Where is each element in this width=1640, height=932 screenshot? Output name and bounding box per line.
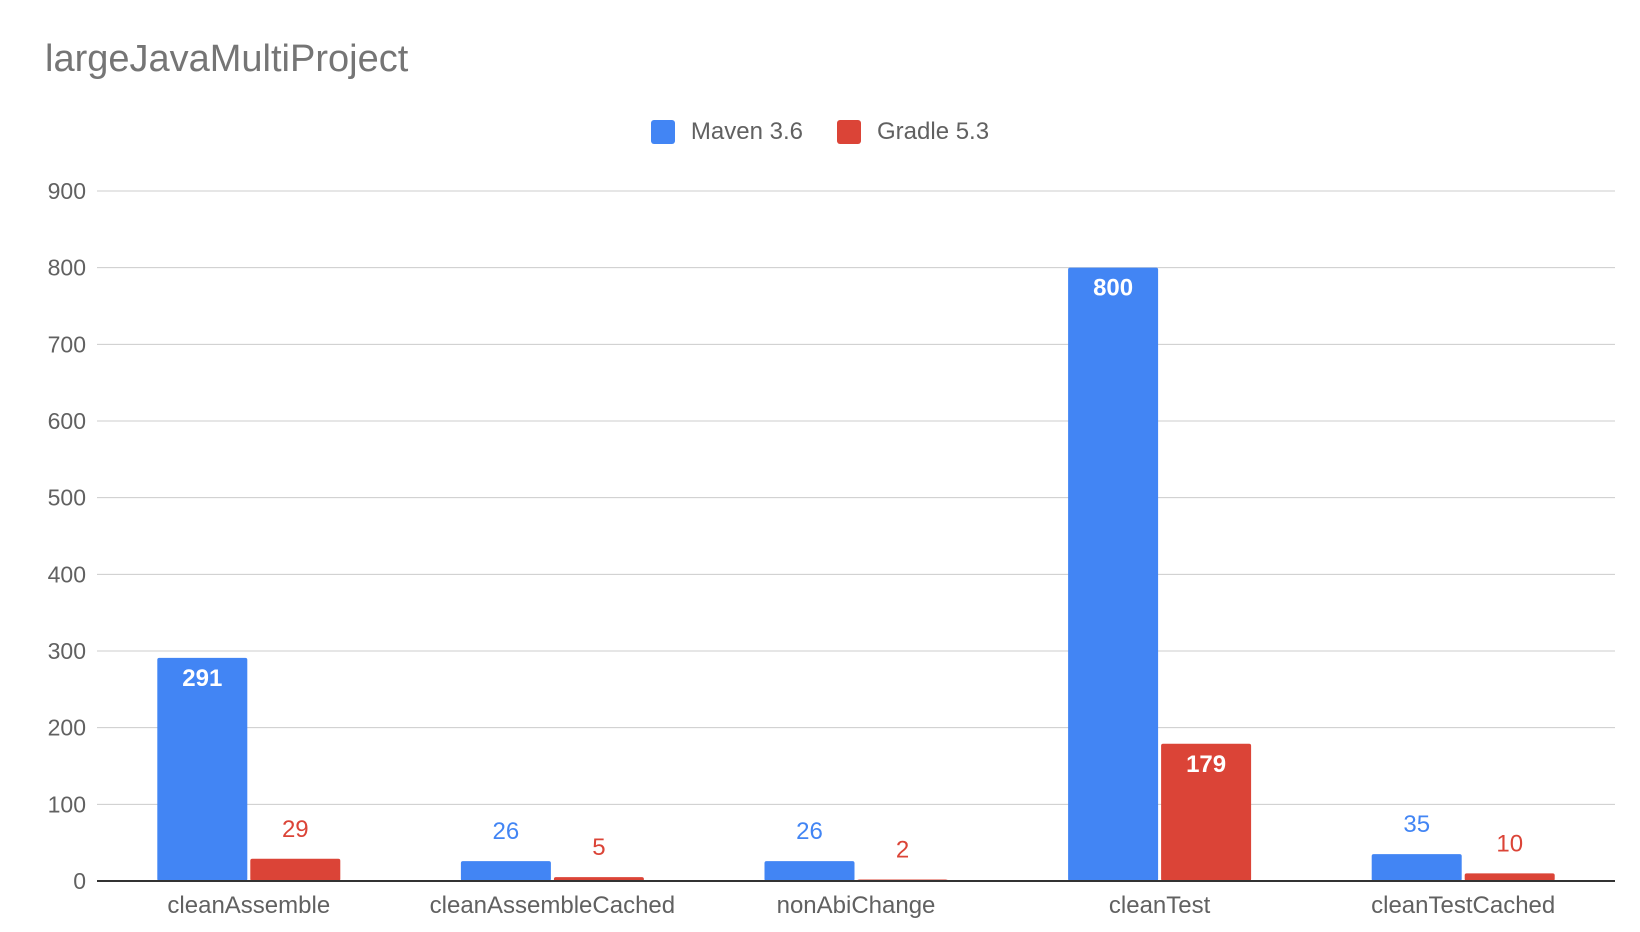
legend-swatch-series-2	[837, 120, 861, 144]
bar-s2-cleanAssemble	[250, 858, 341, 881]
x-tick-label-nonAbiChange: nonAbiChange	[777, 892, 936, 919]
bar-s1-nonAbiChange	[764, 861, 855, 881]
data-label-s1-cleanAssemble: 291	[182, 665, 222, 692]
data-label-s1-cleanTest: 800	[1093, 275, 1133, 302]
bar-s1-cleanAssemble	[157, 657, 248, 881]
y-tick-label-100: 100	[48, 791, 86, 817]
legend-item-series-1[interactable]: Maven 3.6	[650, 118, 803, 146]
data-label-s2-cleanAssembleCached: 5	[592, 834, 605, 861]
x-tick-label-cleanAssembleCached: cleanAssembleCached	[430, 892, 675, 919]
y-tick-label-300: 300	[48, 638, 86, 664]
bar-s2-cleanTest	[1161, 743, 1252, 881]
y-tick-label-200: 200	[48, 715, 86, 741]
bar-s1-cleanTestCached	[1371, 854, 1462, 881]
legend-label-series-1: Maven 3.6	[690, 118, 803, 145]
data-label-s1-cleanAssembleCached: 26	[493, 818, 520, 845]
chart-title: largeJavaMultiProject	[45, 38, 409, 80]
y-tick-label-800: 800	[48, 255, 86, 281]
y-tick-label-700: 700	[48, 331, 86, 357]
bar-s2-cleanTestCached	[1464, 873, 1555, 881]
legend-label-series-2: Gradle 5.3	[877, 118, 990, 145]
legend: Maven 3.6 Gradle 5.3	[0, 118, 1640, 146]
data-label-s2-cleanAssemble: 29	[282, 816, 309, 843]
y-tick-label-500: 500	[48, 485, 86, 511]
legend-swatch-series-1	[650, 120, 675, 144]
bar-s1-cleanTest	[1068, 267, 1159, 882]
x-tick-label-cleanTest: cleanTest	[1109, 892, 1211, 919]
y-tick-label-400: 400	[48, 561, 86, 587]
legend-item-series-2[interactable]: Gradle 5.3	[837, 118, 989, 146]
y-tick-label-900: 900	[48, 178, 86, 204]
bar-s1-cleanAssembleCached	[460, 861, 551, 881]
data-label-s1-nonAbiChange: 26	[796, 818, 823, 845]
data-label-s1-cleanTestCached: 35	[1403, 811, 1430, 838]
y-tick-label-600: 600	[48, 408, 86, 434]
data-label-s2-cleanTest: 179	[1186, 751, 1226, 778]
x-tick-label-cleanAssemble: cleanAssemble	[167, 892, 330, 919]
data-label-s2-cleanTestCached: 10	[1496, 830, 1523, 857]
x-tick-label-cleanTestCached: cleanTestCached	[1371, 892, 1555, 919]
y-tick-label-0: 0	[73, 868, 86, 894]
data-label-s2-nonAbiChange: 2	[896, 836, 909, 863]
